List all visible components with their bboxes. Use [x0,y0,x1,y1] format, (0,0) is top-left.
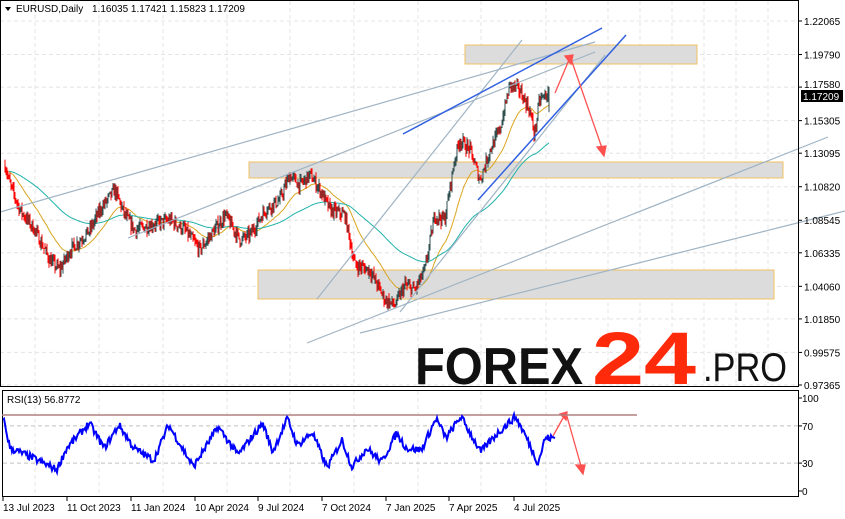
price-tick-label: 0.97365 [804,381,841,392]
rsi-tick-label: 100 [802,394,819,405]
rsi-down-arrow [565,412,582,467]
ohlc-label: 1.16035 1.17421 1.15823 1.17209 [92,4,245,15]
trendline-gray[interactable] [399,54,606,313]
main-panel-frame [0,0,799,387]
resistance-zone[interactable] [464,44,698,65]
support-zone[interactable] [257,269,775,300]
current-price-marker: 1.17209 [801,90,843,103]
date-tick-label: 7 Oct 2024 [322,503,371,514]
trendline-gray[interactable] [359,210,845,334]
up-arrow [554,59,570,94]
trendline-gray[interactable] [127,51,596,239]
price-tick-label: 1.04060 [804,282,841,293]
trendline-gray[interactable] [316,39,523,300]
price-tick-label: 1.19790 [804,51,841,62]
trendline-gray[interactable] [306,136,829,344]
rsi-panel-frame [2,390,799,497]
price-tick-label: 1.22065 [804,17,841,28]
rsi-up-arrow [552,417,564,437]
date-tick-label: 4 Jul 2025 [514,503,561,514]
date-tick-label: 10 Apr 2024 [195,503,249,514]
price-tick-label: 1.10820 [804,183,841,194]
down-arrow [569,55,603,149]
date-tick-label: 11 Jan 2024 [131,503,186,514]
trendline-blue[interactable] [477,34,627,201]
rsi-tick-label: 70 [802,422,814,433]
price-tick-label: 1.06335 [804,249,841,260]
date-tick-label: 13 Jul 2023 [3,503,55,514]
middle-zone[interactable] [248,161,784,179]
trendline-gray[interactable] [0,41,596,213]
ma-fast-line [8,104,550,290]
rsi-tick-label: 0 [802,487,808,498]
moving-averages [8,104,550,290]
price-tick-label: 1.15305 [804,117,841,128]
date-axis: 13 Jul 2023 11 Oct 2023 11 Jan 2024 10 Apr … [2,497,561,514]
rsi-line [2,410,556,477]
rsi-line-group [2,410,556,477]
price-tick-label: 1.08545 [804,216,841,227]
grid [0,1,798,496]
collapse-triangle-icon[interactable] [5,7,11,11]
price-tick-label: 1.13095 [804,149,841,160]
down-arrowhead [595,145,607,158]
price-axis: 1.22065 1.19790 1.17580 1.15305 1.13095 1.108… [798,17,841,392]
price-tick-label: 1.17580 [804,80,841,91]
current-price-label: 1.17209 [803,92,840,103]
price-tick-label: 1.01850 [804,315,841,326]
candles [4,78,550,311]
date-tick-label: 7 Jan 2025 [386,503,436,514]
logo-pro: .PRO [703,346,787,390]
trendlines [0,27,845,344]
symbol-label: EURUSD,Daily [16,4,83,15]
trendline-blue[interactable] [402,27,603,135]
logo-forex: FOREX [415,338,583,396]
header: EURUSD,Daily 1.16035 1.17421 1.15823 1.1… [5,4,245,15]
rsi-axis: 100 70 30 0 [798,394,819,498]
date-tick-label: 11 Oct 2023 [67,503,121,514]
date-tick-label: 9 Jul 2024 [258,503,305,514]
price-tick-label: 0.99575 [804,348,841,359]
forecast-arrows [552,54,607,476]
date-tick-label: 7 Apr 2025 [449,503,498,514]
rsi-label: RSI(13) 56.8772 [7,395,81,406]
logo-24: 24 [592,317,696,400]
rsi-tick-label: 30 [802,459,814,470]
ma-slow-line [8,142,550,263]
rsi-down-arrowhead [574,464,586,476]
